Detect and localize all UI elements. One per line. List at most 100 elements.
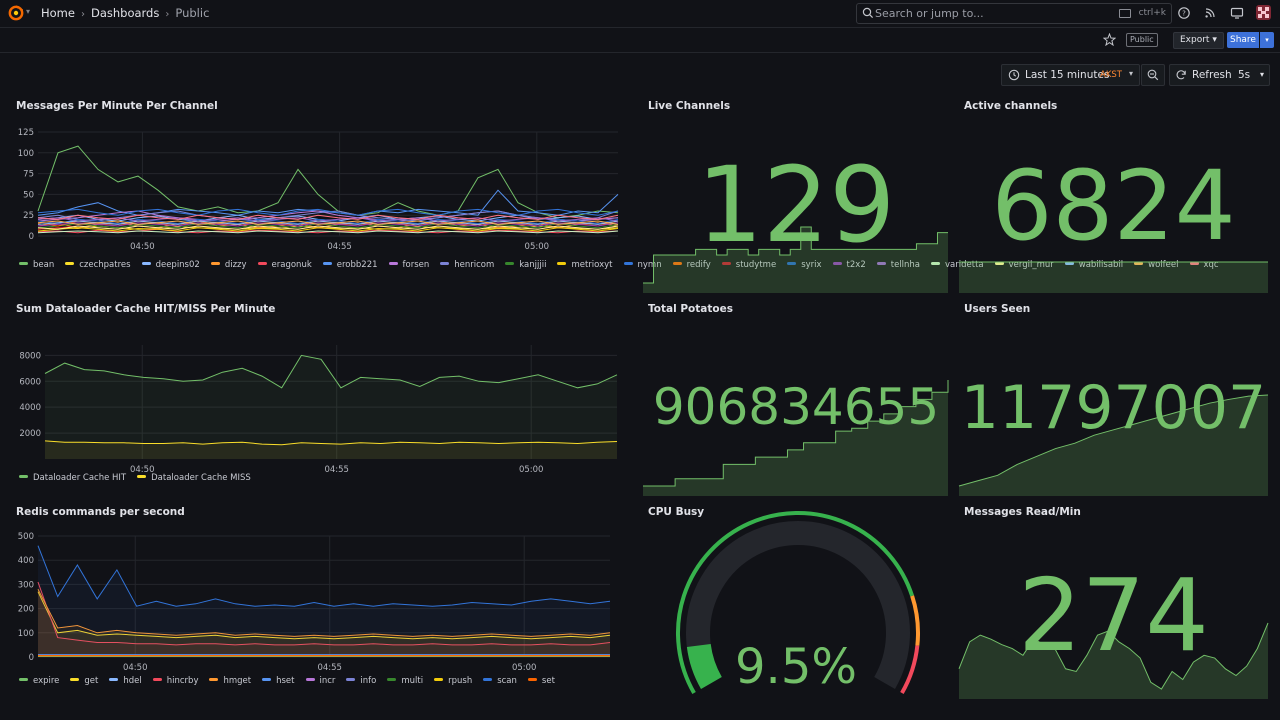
legend-swatch bbox=[70, 678, 80, 681]
series-line-vergil_mur[interactable] bbox=[37, 225, 619, 230]
help-icon[interactable]: ? bbox=[1177, 6, 1191, 20]
legend-label: info bbox=[360, 676, 377, 686]
series-line-dataloader-cache-hit[interactable] bbox=[44, 354, 618, 389]
legend-item[interactable]: tellnha bbox=[876, 257, 920, 273]
legend-item[interactable]: czechpatres bbox=[65, 257, 131, 273]
legend-item[interactable]: metrioxyt bbox=[557, 257, 613, 273]
refresh-interval-picker[interactable]: 5s ▾ bbox=[1232, 64, 1270, 86]
messages-timeseries-chart[interactable]: 0 25 50 75 100 125 04:50 04:55 05:00 bbox=[11, 97, 631, 257]
live-channels-value: 129 bbox=[696, 144, 896, 266]
legend-item[interactable]: syrix bbox=[787, 257, 822, 273]
time-range-picker[interactable]: Last 15 minutes AKST ▾ bbox=[1001, 64, 1140, 86]
redis-timeseries-chart[interactable]: 0 100 200 300 400 500 04:50 04:55 05:00 bbox=[11, 503, 631, 675]
y-tick-label: 0 bbox=[29, 653, 34, 663]
legend-item[interactable]: multi bbox=[387, 676, 423, 686]
breadcrumb-dashboards[interactable]: Dashboards bbox=[90, 6, 160, 20]
series-line-dataloader-cache-miss[interactable] bbox=[44, 440, 618, 446]
legend-item[interactable]: kanjjjii bbox=[505, 257, 546, 273]
legend-item[interactable]: studytme bbox=[721, 257, 776, 273]
breadcrumb-home[interactable]: Home bbox=[41, 6, 75, 20]
y-tick-label: 100 bbox=[18, 149, 34, 159]
legend-swatch bbox=[557, 262, 567, 265]
share-options-chevron-icon[interactable]: ▾ bbox=[1260, 32, 1274, 48]
legend-item[interactable]: Dataloader Cache HIT bbox=[19, 473, 126, 483]
legend-item[interactable]: scan bbox=[483, 676, 517, 686]
legend-item[interactable]: hincrby bbox=[152, 676, 198, 686]
panel-users-seen: Users Seen 11797007 bbox=[958, 300, 1269, 497]
series-line-hincrby[interactable] bbox=[37, 581, 611, 646]
y-tick-label: 2000 bbox=[19, 429, 41, 439]
legend-label: metrioxyt bbox=[571, 260, 613, 270]
chevron-down-icon[interactable]: ▾ bbox=[26, 7, 31, 16]
series-line-hmget[interactable] bbox=[37, 588, 611, 637]
legend-item[interactable]: bean bbox=[19, 257, 54, 273]
legend-item[interactable]: vergil_mur bbox=[994, 257, 1054, 273]
legend-item[interactable]: wabilisabil bbox=[1064, 257, 1123, 273]
series-line-wabilisabil[interactable] bbox=[37, 220, 619, 225]
series-line-tellnha[interactable] bbox=[37, 217, 619, 222]
export-button[interactable]: Export ▾ bbox=[1173, 32, 1224, 49]
refresh-button[interactable]: Refresh bbox=[1169, 64, 1234, 86]
panel-live-channels: Live Channels 129 bbox=[643, 97, 949, 294]
legend-item[interactable]: deepins02 bbox=[141, 257, 200, 273]
legend-item[interactable]: xqc bbox=[1189, 257, 1219, 273]
zoom-out-button[interactable] bbox=[1141, 64, 1165, 86]
legend-item[interactable]: hset bbox=[262, 676, 295, 686]
legend-item[interactable]: wolfeel bbox=[1134, 257, 1179, 273]
series-area-hincrby bbox=[38, 582, 610, 657]
legend-label: tellnha bbox=[891, 260, 920, 270]
series-line-bean[interactable] bbox=[37, 145, 619, 219]
chevron-down-icon: ▾ bbox=[1259, 70, 1264, 79]
dataloader-timeseries-chart[interactable]: 2000 4000 6000 8000 04:50 04:55 05:00 bbox=[11, 300, 631, 475]
legend-label: forsen bbox=[402, 260, 430, 270]
kiosk-mode-icon[interactable] bbox=[1230, 6, 1244, 20]
legend-item[interactable]: incr bbox=[305, 676, 335, 686]
legend-swatch bbox=[505, 262, 515, 265]
legend-item[interactable]: hmget bbox=[209, 676, 251, 686]
keyboard-icon bbox=[1119, 9, 1131, 18]
legend-item[interactable]: Dataloader Cache MISS bbox=[137, 473, 251, 483]
legend-swatch bbox=[109, 678, 119, 681]
legend-item[interactable]: nymn bbox=[623, 257, 662, 273]
search-placeholder: Search or jump to... bbox=[875, 7, 984, 20]
chevron-down-icon: ▾ bbox=[1212, 35, 1217, 45]
grafana-logo-icon[interactable] bbox=[8, 5, 24, 21]
legend-label: hdel bbox=[123, 676, 142, 686]
series-line-metrioxyt[interactable] bbox=[37, 227, 619, 232]
users-seen-sparkline bbox=[958, 394, 1269, 496]
zoom-out-icon bbox=[1147, 69, 1159, 81]
sparkline-line bbox=[958, 394, 1269, 487]
legend-item[interactable]: erobb221 bbox=[322, 257, 378, 273]
series-line-scan[interactable] bbox=[37, 545, 611, 607]
legend-item[interactable]: info bbox=[346, 676, 376, 686]
legend-item[interactable]: forsen bbox=[388, 257, 430, 273]
legend-item[interactable]: redify bbox=[672, 257, 711, 273]
legend-item[interactable]: rpush bbox=[434, 676, 472, 686]
legend-label: eragonuk bbox=[271, 260, 312, 270]
x-tick-label: 04:55 bbox=[324, 465, 349, 475]
user-avatar[interactable] bbox=[1256, 5, 1271, 20]
legend-item[interactable]: t2x2 bbox=[832, 257, 866, 273]
share-button[interactable]: Share bbox=[1227, 32, 1259, 48]
legend-item[interactable]: henricom bbox=[440, 257, 494, 273]
series-line-xqc[interactable] bbox=[37, 214, 619, 220]
legend-item[interactable]: dizzy bbox=[210, 257, 247, 273]
legend-item[interactable]: hdel bbox=[109, 676, 142, 686]
sparkline-area bbox=[643, 380, 948, 496]
series-line-kanjjjii[interactable] bbox=[37, 222, 619, 229]
legend-item[interactable]: varidetta bbox=[931, 257, 984, 273]
series-line-wolfeel[interactable] bbox=[37, 220, 619, 225]
search-input[interactable]: Search or jump to... ctrl+k bbox=[856, 3, 1172, 24]
sparkline-line bbox=[643, 380, 949, 487]
sparkline-line bbox=[643, 226, 948, 284]
news-feed-icon[interactable] bbox=[1203, 6, 1217, 20]
gauge-threshold-green bbox=[676, 511, 915, 694]
legend-item[interactable]: get bbox=[70, 676, 98, 686]
series-line-get[interactable] bbox=[37, 591, 611, 640]
legend-item[interactable]: eragonuk bbox=[257, 257, 312, 273]
star-icon[interactable] bbox=[1103, 33, 1116, 46]
legend-item[interactable]: expire bbox=[19, 676, 59, 686]
series-line-nymn[interactable] bbox=[37, 208, 619, 216]
series-line-varidetta[interactable] bbox=[37, 230, 619, 234]
legend-item[interactable]: set bbox=[527, 676, 555, 686]
